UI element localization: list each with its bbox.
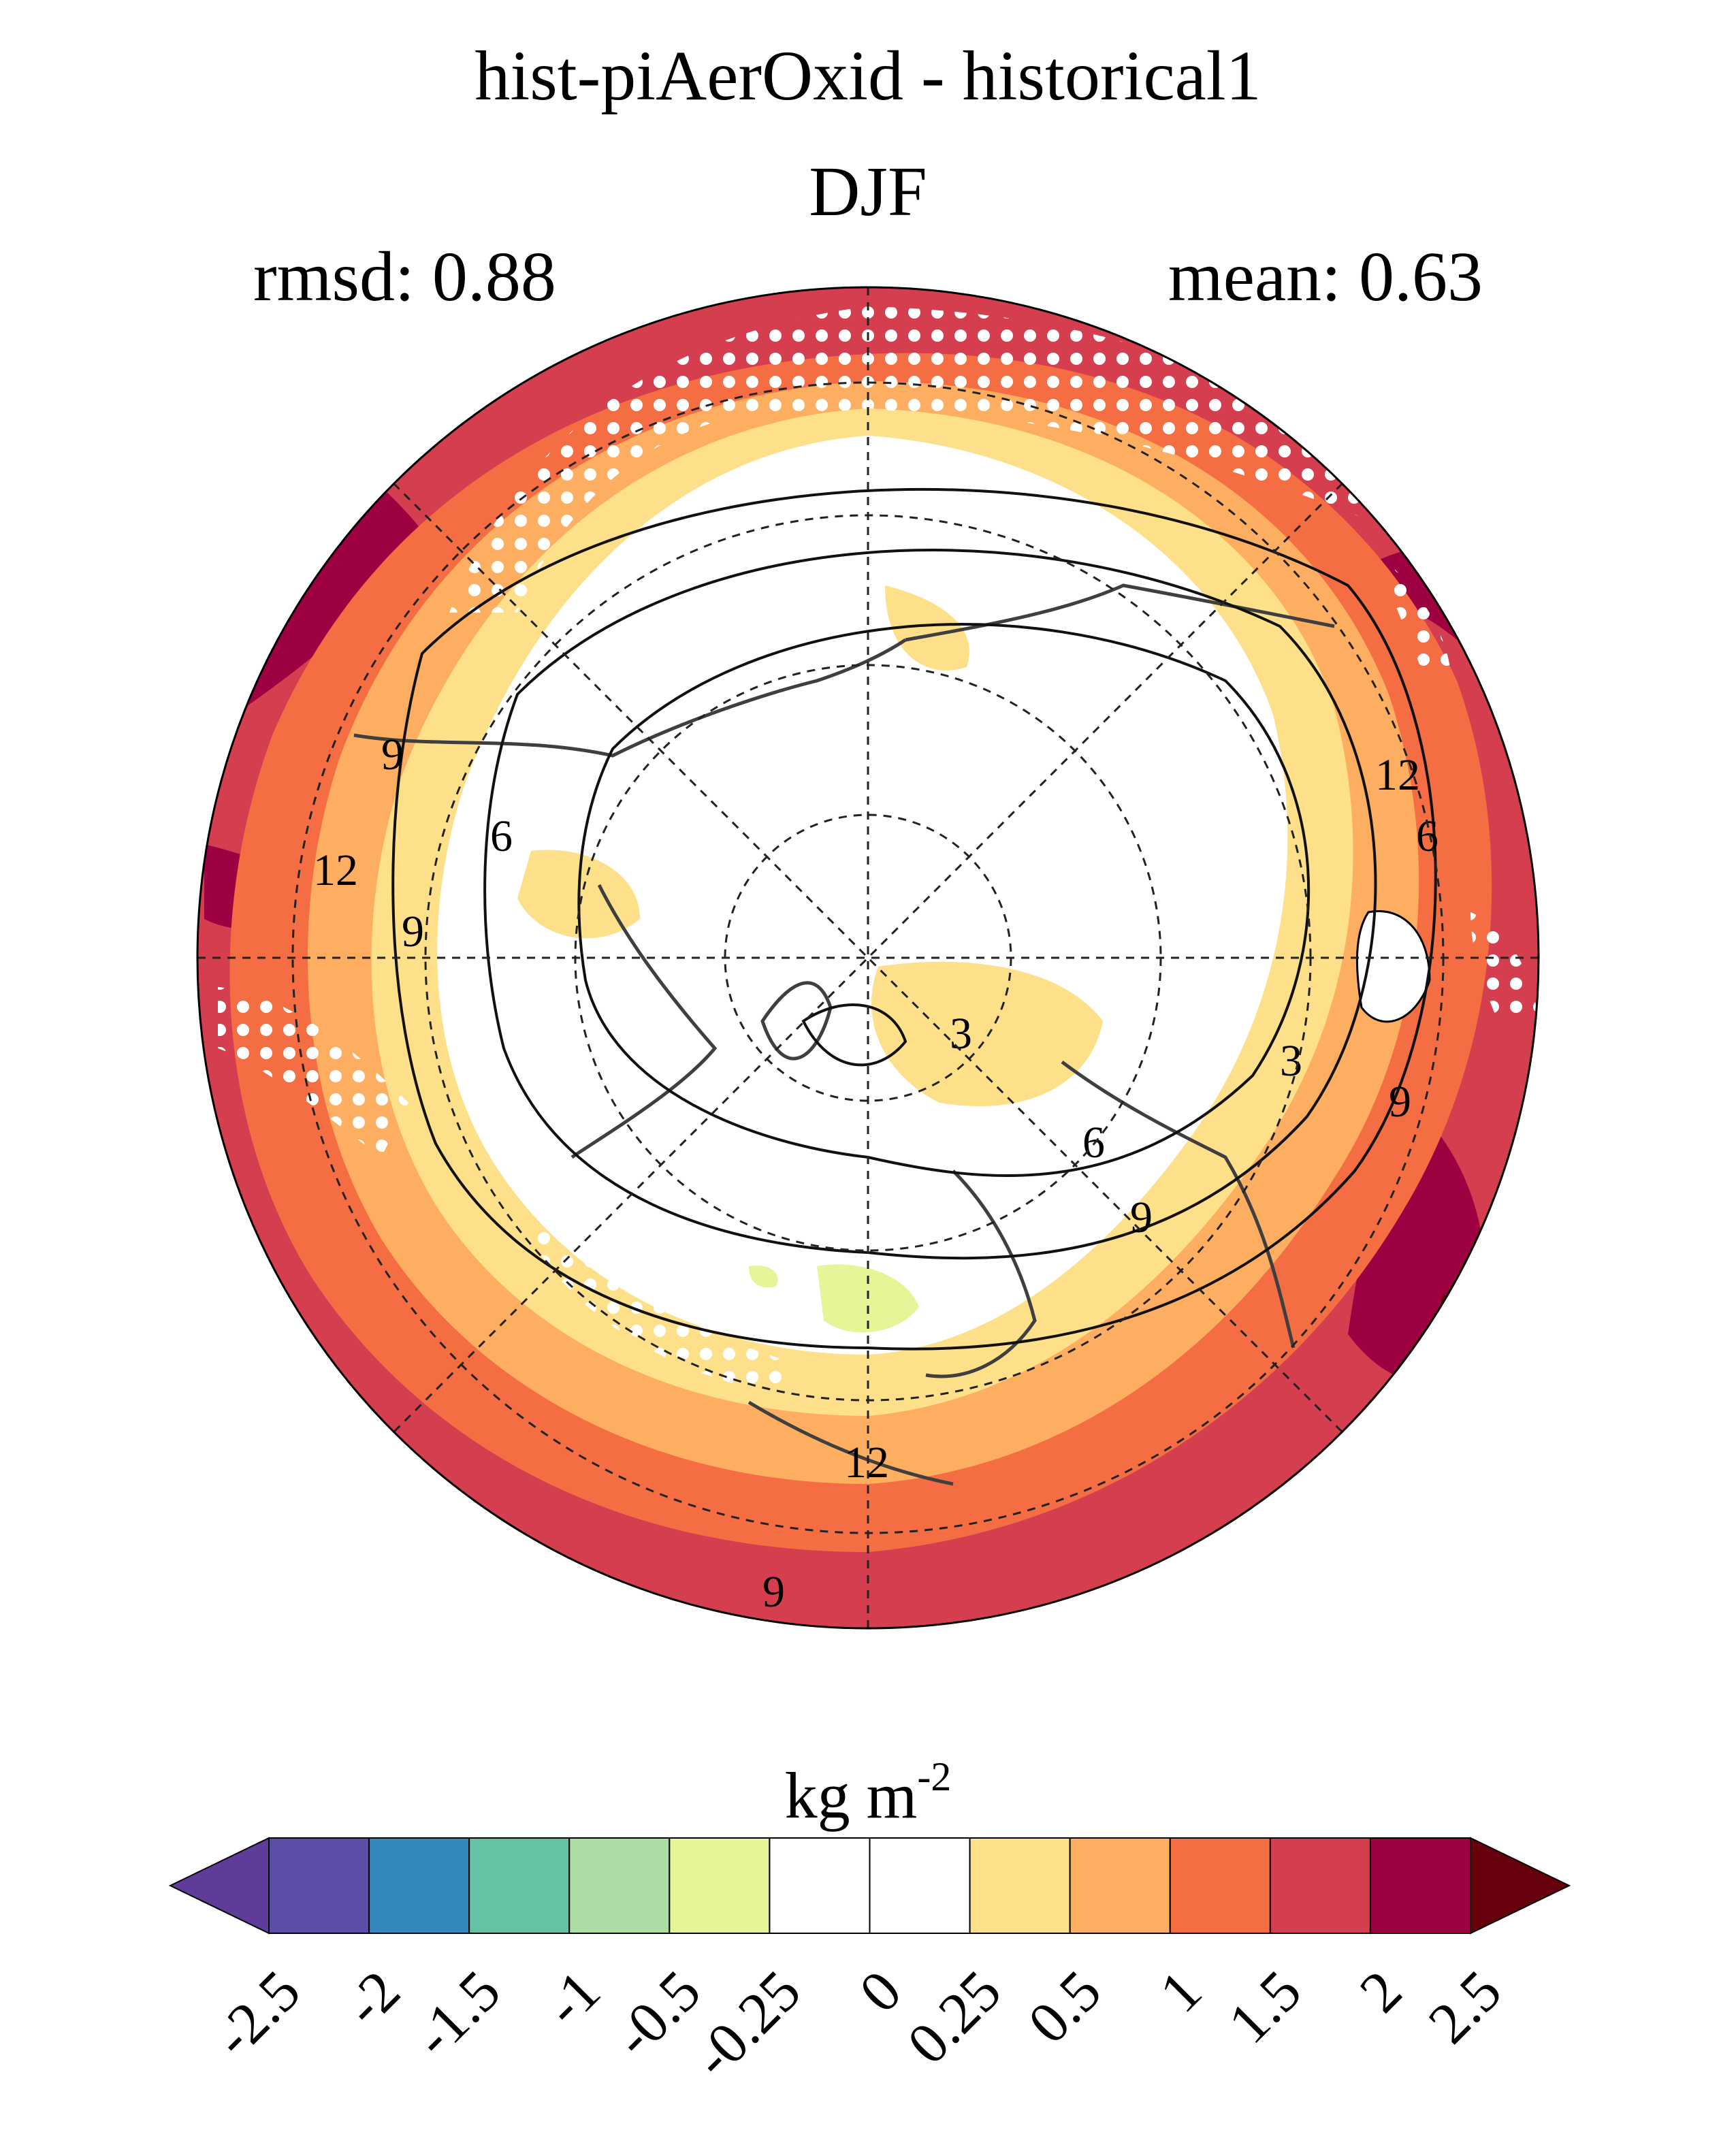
stipple-northeast — [1382, 558, 1450, 674]
contour-label: 9 — [381, 730, 404, 779]
colorbar-segment — [669, 1837, 771, 1934]
colorbar-segment — [1169, 1837, 1271, 1934]
contour-label: 6 — [1082, 1118, 1105, 1167]
colorbar-segment — [1369, 1837, 1471, 1934]
colorbar-segment — [769, 1837, 871, 1934]
contour-6 — [577, 623, 1311, 1178]
colorbar-segment — [268, 1837, 370, 1934]
coastline-canada — [570, 884, 718, 1159]
coastline-north-america — [353, 638, 907, 758]
units-base: kg m — [784, 1759, 918, 1832]
contour-label: 6 — [490, 811, 513, 861]
mean-label: mean: 0.63 — [1168, 238, 1483, 316]
field-patch-green-small — [749, 1265, 778, 1288]
contour-label: 12 — [313, 845, 358, 895]
colorbar-segment — [468, 1837, 570, 1934]
colorbar-extend-low — [168, 1837, 270, 1935]
field-patch-yellow-north — [885, 585, 969, 671]
units-exponent: -2 — [917, 1754, 952, 1799]
contour-label: 9 — [402, 907, 424, 956]
coastline-africa — [748, 1400, 954, 1486]
colorbar-segment — [869, 1837, 971, 1934]
contour-label: 3 — [1280, 1036, 1302, 1086]
season-subtitle: DJF — [809, 152, 927, 231]
contour-label-group: 3 6 9 12 6 9 12 9 6 9 12 3 9 — [313, 730, 1438, 1617]
polar-map: 3 6 9 12 6 9 12 9 6 9 12 3 9 — [196, 286, 1540, 1630]
colorbar-segment — [1269, 1837, 1371, 1934]
contour-label: 9 — [762, 1567, 785, 1617]
coastline-asia-south — [1061, 1060, 1296, 1349]
coastline-europe — [925, 1169, 1037, 1378]
stipple-west — [218, 987, 408, 1157]
contour-label: 12 — [844, 1438, 889, 1487]
colorbar-units: kg m-2 — [0, 1756, 1736, 1828]
contour-label: 9 — [1389, 1077, 1411, 1127]
colorbar-segment — [969, 1837, 1071, 1934]
colorbar-segment — [1069, 1837, 1171, 1934]
field-band-white — [437, 436, 1288, 1355]
coastline-asia-north — [905, 583, 1335, 642]
contour-label: 12 — [1375, 750, 1420, 800]
map-field: 3 6 9 12 6 9 12 9 6 9 12 3 9 — [197, 287, 1539, 1628]
coastlines — [353, 583, 1335, 1486]
field-patch-yellow-center — [871, 961, 1103, 1106]
colorbar-segment — [568, 1837, 671, 1934]
map-boundary — [196, 286, 1540, 1630]
colorbar-segments — [168, 1837, 1571, 1935]
stipple-north — [449, 306, 1362, 613]
stipple-south — [531, 1198, 790, 1395]
contour-label: 9 — [1130, 1193, 1153, 1242]
graticule — [197, 287, 1539, 1628]
colorbar-segment — [368, 1837, 470, 1934]
rmsd-label: rmsd: 0.88 — [253, 238, 556, 316]
contour-12 — [391, 487, 1437, 1351]
contour-9 — [483, 549, 1377, 1260]
field-patch-white-east — [1355, 910, 1431, 1023]
contour-3 — [801, 1003, 907, 1067]
contour-label: 3 — [950, 1009, 972, 1059]
stipple-east — [1470, 912, 1539, 1021]
contour-lines — [391, 487, 1437, 1351]
map-title: hist-piAerOxid - historical1 — [475, 37, 1261, 115]
colorbar-extend-high — [1470, 1837, 1571, 1935]
